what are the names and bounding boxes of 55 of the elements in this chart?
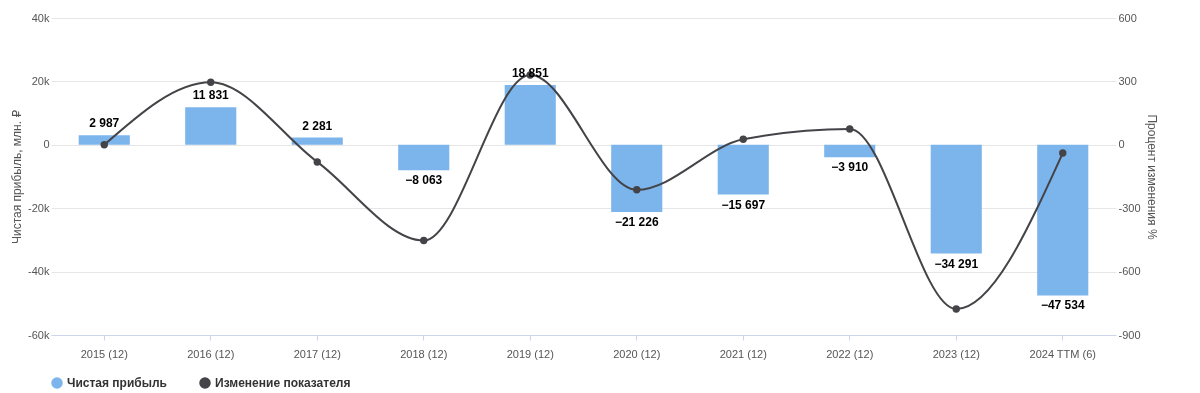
data-label: −47 534 <box>1040 298 1085 313</box>
y2-tick-label: -900 <box>1118 328 1141 341</box>
x-tick-label: 2020 (12) <box>613 347 661 360</box>
data-label: −34 291 <box>934 256 979 271</box>
x-tick-label: 2017 (12) <box>293 347 341 360</box>
data-label: −21 226 <box>614 215 659 230</box>
y-tick-label: -40k <box>28 265 50 278</box>
legend-label: Чистая прибыль <box>67 376 167 390</box>
data-label: −8 063 <box>405 173 443 188</box>
point <box>1059 149 1067 157</box>
y2-axis-title: Процент изменения % <box>1144 114 1159 240</box>
y2-tick-label: 600 <box>1118 11 1137 24</box>
data-label: 11 831 <box>192 88 230 103</box>
y2-tick-label: 300 <box>1118 74 1137 87</box>
y-axis-title: Чистая прибыль, млн. ₽ <box>10 109 25 245</box>
x-tick-label: 2022 (12) <box>826 347 874 360</box>
point <box>952 305 960 313</box>
x-tick-label: 2016 (12) <box>187 347 235 360</box>
data-label: 2 987 <box>89 116 120 131</box>
point <box>633 186 641 194</box>
data-label: 18 851 <box>511 66 549 81</box>
point <box>207 78 215 86</box>
x-tick-label: 2021 (12) <box>719 347 767 360</box>
x-tick-label: 2023 (12) <box>932 347 980 360</box>
y2-tick-label: 0 <box>1118 138 1125 151</box>
y-tick-label: 40k <box>31 11 50 24</box>
y2-tick-label: -600 <box>1118 265 1141 278</box>
bar <box>78 135 130 145</box>
bar <box>504 85 556 145</box>
legend-label: Изменение показателя <box>215 376 351 390</box>
bar <box>398 144 450 171</box>
data-label: −3 910 <box>831 160 869 175</box>
point <box>739 135 747 144</box>
bar <box>611 144 663 213</box>
bar <box>930 144 982 254</box>
data-label: −15 697 <box>721 197 766 212</box>
point <box>100 141 108 149</box>
x-tick-label: 2015 (12) <box>80 347 128 360</box>
y-tick-label: 0 <box>43 138 50 151</box>
bar <box>1037 144 1089 296</box>
data-label: 2 281 <box>302 118 333 133</box>
y2-tick-label: -300 <box>1118 201 1141 214</box>
y-tick-label: 20k <box>31 74 50 87</box>
y-tick-label: -60k <box>28 328 50 341</box>
x-tick-label: 2019 (12) <box>506 347 554 360</box>
bar <box>185 107 237 145</box>
point <box>846 125 854 133</box>
bar <box>824 144 876 158</box>
x-tick-label: 2018 (12) <box>400 347 448 360</box>
point <box>313 158 321 166</box>
bar <box>291 137 343 145</box>
bar <box>717 144 769 195</box>
x-tick-label: 2024 TTM (6) <box>1029 347 1096 360</box>
y-tick-label: -20k <box>28 201 50 214</box>
point <box>420 236 428 245</box>
